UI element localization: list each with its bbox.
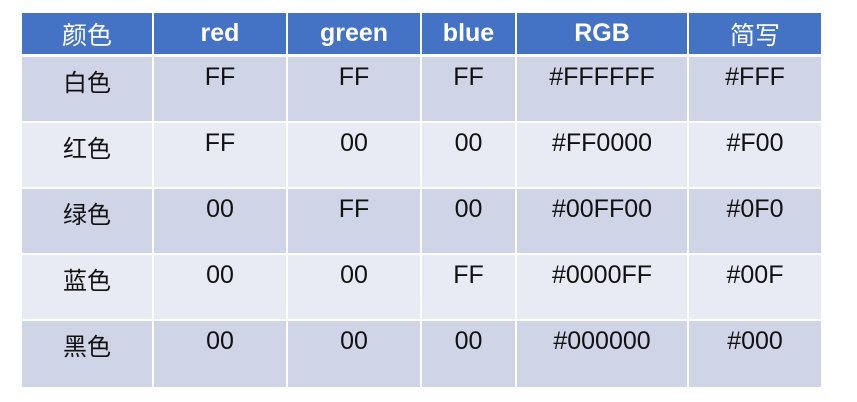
cell-green: 00 — [288, 255, 422, 321]
cell-color-name: 蓝色 — [22, 255, 154, 321]
table-row: 黑色 00 00 00 #000000 #000 — [22, 321, 821, 387]
cell-green: FF — [288, 189, 422, 255]
table-header: 颜色 red green blue RGB 简写 — [22, 13, 821, 57]
header-blue: blue — [422, 13, 517, 57]
cell-red: 00 — [154, 189, 288, 255]
cell-blue: 00 — [422, 189, 517, 255]
color-code-table: 颜色 red green blue RGB 简写 白色 FF FF FF #FF… — [22, 13, 821, 387]
cell-green: 00 — [288, 321, 422, 387]
cell-red: 00 — [154, 255, 288, 321]
cell-red: 00 — [154, 321, 288, 387]
cell-blue: 00 — [422, 321, 517, 387]
header-color-name: 颜色 — [22, 13, 154, 57]
table-body: 白色 FF FF FF #FFFFFF #FFF 红色 FF 00 00 #FF… — [22, 57, 821, 387]
header-shorthand: 简写 — [689, 13, 821, 57]
cell-red: FF — [154, 57, 288, 123]
header-row: 颜色 red green blue RGB 简写 — [22, 13, 821, 57]
cell-shorthand: #000 — [689, 321, 821, 387]
cell-shorthand: #0F0 — [689, 189, 821, 255]
cell-shorthand: #00F — [689, 255, 821, 321]
header-green: green — [288, 13, 422, 57]
table-row: 白色 FF FF FF #FFFFFF #FFF — [22, 57, 821, 123]
table-row: 绿色 00 FF 00 #00FF00 #0F0 — [22, 189, 821, 255]
cell-color-name: 绿色 — [22, 189, 154, 255]
cell-shorthand: #FFF — [689, 57, 821, 123]
cell-rgb: #000000 — [517, 321, 689, 387]
cell-rgb: #00FF00 — [517, 189, 689, 255]
cell-green: FF — [288, 57, 422, 123]
cell-blue: FF — [422, 57, 517, 123]
header-red: red — [154, 13, 288, 57]
cell-color-name: 黑色 — [22, 321, 154, 387]
cell-rgb: #FFFFFF — [517, 57, 689, 123]
cell-shorthand: #F00 — [689, 123, 821, 189]
cell-green: 00 — [288, 123, 422, 189]
cell-blue: FF — [422, 255, 517, 321]
cell-color-name: 白色 — [22, 57, 154, 123]
cell-blue: 00 — [422, 123, 517, 189]
cell-red: FF — [154, 123, 288, 189]
table-row: 红色 FF 00 00 #FF0000 #F00 — [22, 123, 821, 189]
cell-rgb: #0000FF — [517, 255, 689, 321]
header-rgb: RGB — [517, 13, 689, 57]
table-row: 蓝色 00 00 FF #0000FF #00F — [22, 255, 821, 321]
cell-rgb: #FF0000 — [517, 123, 689, 189]
cell-color-name: 红色 — [22, 123, 154, 189]
